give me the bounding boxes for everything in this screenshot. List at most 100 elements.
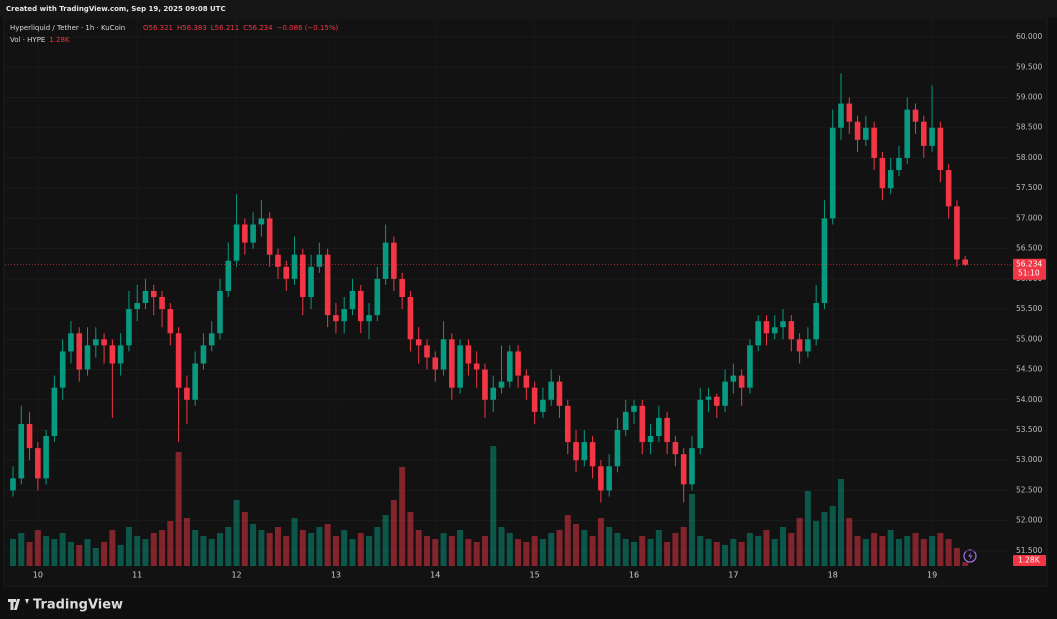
y-tick-label: 58.000 [1016,153,1042,162]
volume-bar [250,524,257,566]
volume-tag [1013,555,1046,566]
candle-body [10,478,16,491]
volume-bar [887,530,894,566]
x-tick-label: 17 [728,571,738,580]
candle-body [51,387,58,437]
volume-bar [34,530,41,566]
volume-bar [854,536,861,566]
volume-bar [59,533,66,566]
candle-body [76,333,83,370]
volume-bar [225,527,232,566]
candle-body [349,290,356,310]
volume-bar [531,536,538,566]
candle-body [142,290,149,304]
volume-bar [564,515,571,566]
created-note: Created with TradingView.com, Sep 19, 20… [6,5,226,13]
volume-bar [266,533,273,566]
candle-body [846,103,853,122]
candle-body [954,206,960,260]
y-tick-label: 55.500 [1016,304,1042,313]
candle-body [763,321,770,334]
candle-body [904,109,911,158]
candle-body [291,254,298,279]
volume-bar [962,562,969,566]
volume-bar [332,536,339,566]
volume-bar [481,536,488,566]
candle-body [68,333,74,352]
candle-body [896,157,902,171]
volume-bar [804,491,811,566]
volume-bar [697,536,704,566]
candle-body [689,448,695,485]
candle-body [871,127,877,158]
volume-bar [183,518,190,566]
ohlc-value: H56.383 [177,24,207,32]
candle-body [35,448,41,479]
volume-bar [548,533,555,566]
candle-body [300,254,306,297]
volume-bar [929,536,936,566]
volume-bar [539,539,546,566]
volume-bar [581,530,588,566]
volume-bar [573,524,580,566]
volume-bar [349,539,356,566]
candle-body [598,466,604,491]
volume-bar [606,527,613,566]
candle-body [109,345,116,364]
candle-body [357,290,364,322]
volume-bar [655,530,662,566]
x-tick-label: 19 [927,571,937,580]
volume-bar [440,533,447,566]
volume-bar [705,539,712,566]
volume-tag-label: 1.28K [1018,556,1041,565]
volume-bar [233,500,240,566]
symbol: Hyperliquid / Tether · 1h · KuCoin [10,24,125,32]
countdown: 51:10 [1018,269,1040,278]
volume-bar [506,533,513,566]
volume-bar [622,539,629,566]
candle-body [399,278,405,297]
candle-body [680,454,687,485]
last-price-label: 56.234 [1016,260,1042,269]
candle-body [540,399,546,412]
candle-body [449,339,455,388]
candle-body [184,387,190,400]
volume-bar [76,545,83,566]
ohlc-value: −0.086 (−0.15%) [277,24,339,32]
candle-body [217,290,223,334]
candle-body [200,345,207,364]
volume-bar [424,536,430,566]
x-tick-label: 12 [231,571,241,580]
candle-body [838,103,844,128]
volume-bar [771,539,778,566]
candle-body [59,351,66,388]
footer-logo [8,599,29,610]
x-tick-label: 18 [828,571,838,580]
volume-bar [159,530,166,566]
y-tick-label: 58.500 [1016,123,1042,132]
volume-bar [150,533,157,566]
volume-bar [10,539,16,566]
candle-body [805,339,811,352]
volume-bar [746,533,753,566]
candle-body [589,442,596,467]
volume-bar [904,536,911,566]
candle-body [258,218,265,225]
volume-bar [738,542,745,566]
top-bar [0,0,1057,17]
volume-bar [67,542,74,566]
volume-bar [258,530,265,566]
candle-body [457,345,463,388]
candle-body [581,442,588,461]
volume-bar [614,533,621,566]
volume-bar [945,539,952,566]
volume-bar [109,530,116,566]
volume-bar [390,500,397,566]
y-tick-label: 54.000 [1016,395,1042,404]
candle-body [921,121,927,146]
volume-bar [117,545,124,566]
ohlc-value: L56.211 [211,24,239,32]
candle-body [192,363,198,400]
volume-bar [895,539,902,566]
volume-bar [838,479,844,566]
